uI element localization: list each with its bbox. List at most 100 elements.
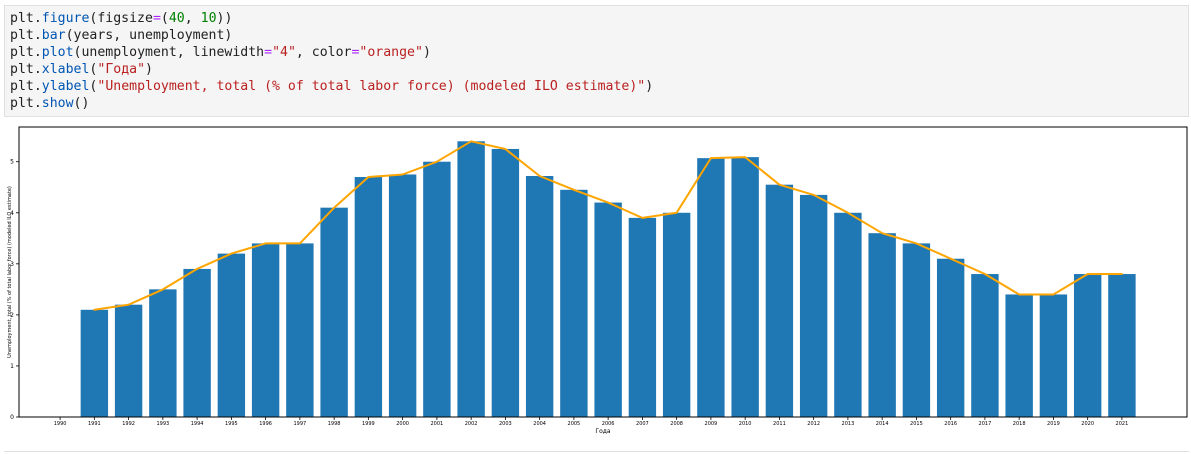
bar-2005 <box>560 189 588 417</box>
x-tick-label: 1999 <box>362 421 375 427</box>
bar-1992 <box>114 304 143 417</box>
code-token: (years, unemployment) <box>65 28 233 43</box>
bar-2004 <box>525 176 554 417</box>
bar-1996 <box>251 243 280 417</box>
code-token: . <box>33 79 42 94</box>
bar-2012 <box>799 194 828 417</box>
code-token: (figsize <box>89 11 153 26</box>
x-tick-label: 2019 <box>1047 421 1060 427</box>
bar-2001 <box>423 161 451 417</box>
code-token: ) <box>145 62 153 77</box>
code-line: plt.plot(unemployment, linewidth="4", co… <box>10 44 431 61</box>
bar-2021 <box>1108 274 1136 417</box>
code-token: = <box>351 45 360 60</box>
code-cell[interactable]: plt.figure(figsize=(40, 10)) plt.bar(year… <box>4 5 1189 117</box>
x-tick-label: 1996 <box>259 421 272 427</box>
code-token: plt <box>10 28 34 43</box>
bar-2007 <box>628 217 657 417</box>
code-token: xlabel <box>41 62 90 77</box>
bar-1995 <box>217 253 246 417</box>
code-token: bar <box>41 28 66 43</box>
code-token: plt <box>10 45 34 60</box>
x-tick-label: 2013 <box>842 421 855 427</box>
bar-2000 <box>388 174 417 417</box>
bar-2017 <box>971 274 999 417</box>
x-tick-label: 2016 <box>944 421 957 427</box>
x-tick-label: 1995 <box>225 421 238 427</box>
x-tick-label: 2003 <box>499 421 512 427</box>
x-tick-label: 2001 <box>431 421 444 427</box>
code-line: plt.figure(figsize=(40, 10)) <box>10 10 232 27</box>
code-line: plt.xlabel("Года") <box>10 61 153 78</box>
x-tick-label: 2002 <box>465 421 478 427</box>
bar-2006 <box>594 202 622 417</box>
bar-1994 <box>183 268 211 417</box>
x-tick-label: 2017 <box>979 421 992 427</box>
bar-2010 <box>731 157 759 418</box>
bar-2019 <box>1039 294 1068 417</box>
y-tick-label: 2 <box>10 312 14 319</box>
bar-2003 <box>491 148 520 417</box>
x-tick-label: 1994 <box>191 421 204 427</box>
code-token: . <box>33 45 42 60</box>
code-token: plot <box>41 45 74 60</box>
code-token: 40 <box>168 11 185 26</box>
y-tick-label: 5 <box>10 159 14 166</box>
y-axis-label: Unemployment, total (% of total labor fo… <box>7 186 13 358</box>
code-token: . <box>33 96 42 111</box>
code-token: figure <box>41 11 90 26</box>
bar-2018 <box>1005 294 1033 417</box>
code-token: ( <box>89 79 98 94</box>
code-token: . <box>33 28 42 43</box>
code-token: "Года" <box>97 62 146 77</box>
x-tick-label: 1993 <box>156 421 169 427</box>
bar-2020 <box>1073 274 1102 417</box>
bar-2011 <box>765 184 794 417</box>
code-token: ( <box>89 62 98 77</box>
code-line: plt.bar(years, unemployment) <box>10 27 232 44</box>
code-token: "Unemployment, total (% of total labor f… <box>97 79 646 94</box>
code-token: show <box>41 96 74 111</box>
x-tick-label: 1992 <box>122 421 135 427</box>
code-token: "orange" <box>359 45 423 60</box>
x-tick-label: 2000 <box>396 421 409 427</box>
x-tick-label: 2005 <box>568 421 581 427</box>
code-token: ) <box>422 45 431 60</box>
bar-1991 <box>80 309 109 417</box>
bar-2014 <box>868 233 896 417</box>
x-tick-label: 2004 <box>533 421 546 427</box>
code-token: plt <box>10 79 34 94</box>
code-token: plt <box>10 96 34 111</box>
x-tick-label: 1998 <box>328 421 341 427</box>
x-axis-label: Года <box>595 428 610 435</box>
code-token: (unemployment, linewidth <box>73 45 265 60</box>
y-tick-label: 1 <box>10 363 14 370</box>
x-tick-label: 2021 <box>1116 421 1129 427</box>
bar-2002 <box>457 141 485 417</box>
code-token: , color <box>295 45 352 60</box>
y-tick-label: 0 <box>10 414 14 421</box>
x-tick-label: 2020 <box>1081 421 1094 427</box>
code-token: 10 <box>200 11 217 26</box>
code-token: ( <box>160 11 169 26</box>
code-token: = <box>152 11 161 26</box>
code-token: () <box>73 96 90 111</box>
x-tick-label: 2018 <box>1013 421 1026 427</box>
code-token: , <box>184 11 201 26</box>
bar-2016 <box>936 258 965 417</box>
code-token: = <box>264 45 273 60</box>
x-tick-label: 2011 <box>773 421 786 427</box>
bar-1999 <box>354 177 383 417</box>
code-token: . <box>33 11 42 26</box>
bar-2013 <box>834 212 862 417</box>
plot-frame <box>18 126 1188 418</box>
code-token: ) <box>645 79 654 94</box>
bar-2015 <box>902 243 931 417</box>
x-tick-label: 1991 <box>88 421 101 427</box>
x-tick-label: 2012 <box>807 421 820 427</box>
x-tick-label: 2007 <box>636 421 649 427</box>
x-tick-label: 2009 <box>705 421 718 427</box>
code-token: ylabel <box>41 79 90 94</box>
code-token: plt <box>10 11 34 26</box>
divider <box>4 451 1189 452</box>
